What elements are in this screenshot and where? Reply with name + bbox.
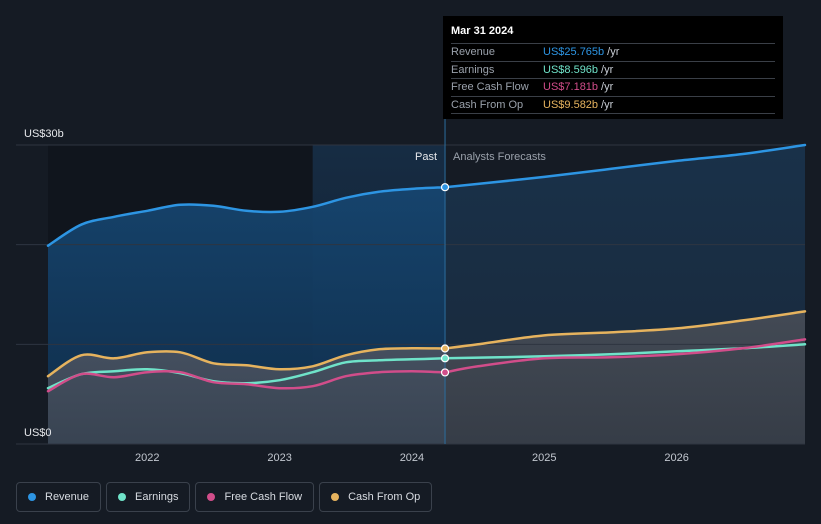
tooltip-row-free-cash-flow: Free Cash Flow US$7.181b /yr: [451, 79, 775, 97]
tooltip-label: Revenue: [451, 46, 496, 58]
legend-item-cash-from-op[interactable]: Cash From Op: [319, 482, 433, 512]
x-tick-label: 2023: [267, 452, 291, 464]
tooltip-unit: /yr: [601, 81, 614, 93]
revenue-line-forecast: [443, 143, 807, 189]
tooltip-value: US$7.181b: [543, 81, 599, 93]
tooltip-unit: /yr: [607, 46, 620, 58]
tooltip-row-earnings: Earnings US$8.596b /yr: [451, 62, 775, 79]
legend-dot-icon: [207, 493, 216, 501]
tooltip-unit: /yr: [601, 98, 614, 111]
cash_from_op-marker: [440, 344, 450, 353]
tooltip-row-cash-from-op: Cash From Op US$9.582b /yr: [451, 97, 775, 114]
past-label: Past: [415, 151, 437, 163]
legend-item-earnings[interactable]: Earnings: [106, 482, 191, 512]
legend-item-free-cash-flow[interactable]: Free Cash Flow: [195, 482, 315, 512]
legend-label: Earnings: [135, 491, 179, 503]
legend-dot-icon: [28, 493, 36, 501]
x-tick-label: 2026: [664, 452, 688, 464]
revenue-line-past: [46, 185, 447, 247]
tooltip-label: Cash From Op: [451, 98, 524, 111]
axes: US$30b US$0 2022 2023 2024 2025 2026 Past Analys…: [24, 128, 689, 464]
hover-markers: [440, 183, 450, 377]
earnings-marker: [440, 354, 450, 363]
free_cash_flow-marker: [440, 368, 450, 377]
tooltip: Mar 31 2024 Revenue US$25.765b /yr Earni…: [443, 16, 783, 119]
y-tick-label: US$30b: [24, 128, 64, 140]
legend-item-revenue[interactable]: Revenue: [16, 482, 102, 512]
tooltip-value: US$25.765b: [543, 46, 605, 58]
forecast-label: Analysts Forecasts: [453, 151, 546, 163]
legend-label: Free Cash Flow: [224, 491, 303, 503]
free_cash_flow-line-forecast: [443, 338, 807, 374]
legend-dot-icon: [331, 493, 340, 501]
series-lines: [46, 143, 807, 393]
tooltip-label: Free Cash Flow: [451, 81, 529, 93]
tooltip-label: Earnings: [451, 63, 495, 76]
tooltip-unit: /yr: [601, 63, 614, 76]
cash_from_op-line-forecast: [443, 310, 807, 350]
legend-label: Revenue: [45, 491, 90, 503]
revenue-marker: [440, 183, 450, 192]
legend: Revenue Earnings Free Cash Flow Cash Fro…: [16, 482, 433, 512]
tooltip-value: US$9.582b: [543, 98, 599, 111]
tooltip-value: US$8.596b: [543, 63, 599, 76]
free_cash_flow-line-past: [46, 369, 447, 393]
legend-label: Cash From Op: [348, 491, 421, 503]
cash_from_op-line-past: [46, 347, 447, 378]
legend-dot-icon: [118, 493, 127, 501]
gridlines: [16, 95, 805, 445]
x-tick-label: 2024: [400, 452, 424, 464]
y-tick-label: US$0: [24, 427, 52, 439]
x-tick-label: 2025: [532, 452, 556, 464]
tooltip-row-revenue: Revenue US$25.765b /yr: [451, 44, 775, 62]
tooltip-date: Mar 31 2024: [451, 24, 775, 44]
x-tick-label: 2022: [135, 452, 159, 464]
